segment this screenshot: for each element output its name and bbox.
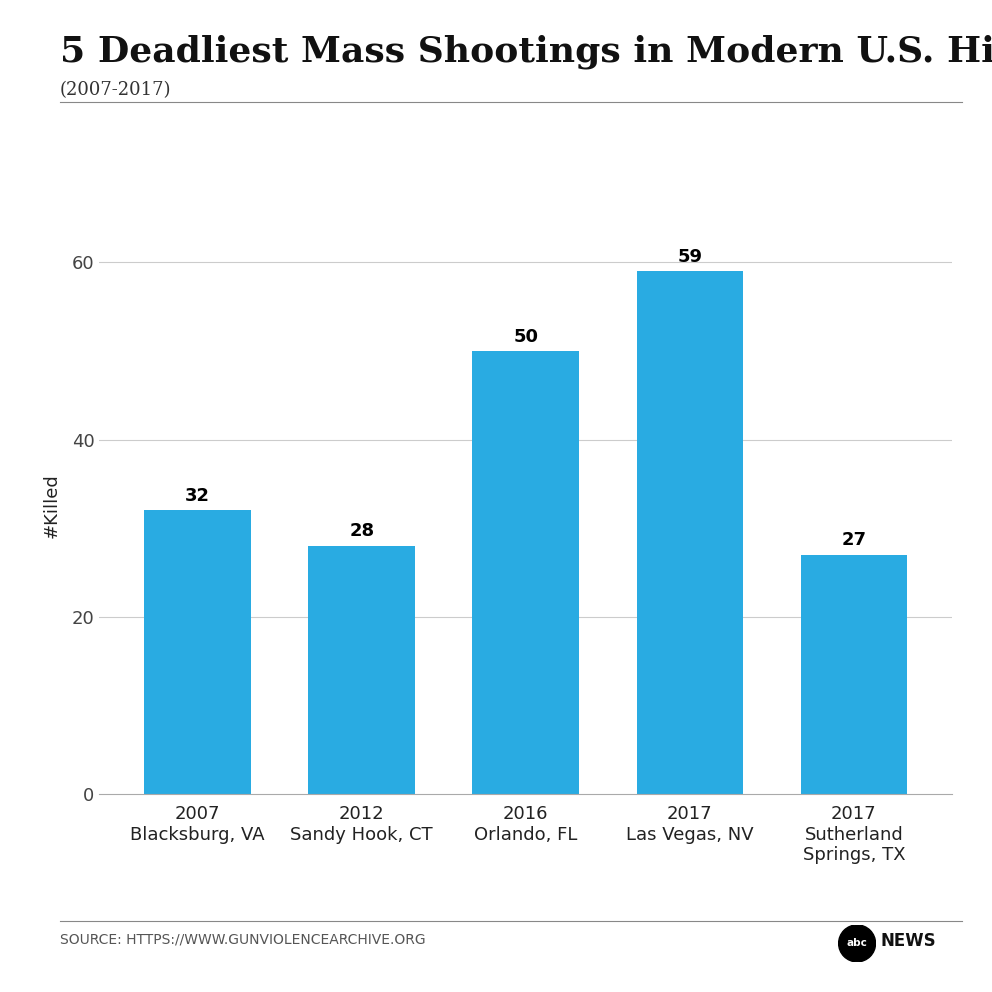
Text: 32: 32 [186,487,210,505]
Bar [309,546,415,794]
Text: abc: abc [846,938,868,948]
Bar [472,351,579,794]
Text: 59: 59 [678,248,702,266]
Text: (2007-2017): (2007-2017) [60,81,171,99]
Bar [637,272,743,794]
Text: 50: 50 [513,327,539,345]
Bar [144,510,251,794]
Bar [801,555,908,794]
Text: 5 Deadliest Mass Shootings in Modern U.S. History: 5 Deadliest Mass Shootings in Modern U.S… [60,35,992,69]
Text: SOURCE: HTTPS://WWW.GUNVIOLENCEARCHIVE.ORG: SOURCE: HTTPS://WWW.GUNVIOLENCEARCHIVE.O… [60,932,426,946]
Text: NEWS: NEWS [881,932,936,950]
Text: 27: 27 [841,532,866,550]
Circle shape [838,925,876,962]
Y-axis label: #Killed: #Killed [43,473,61,539]
Text: 28: 28 [349,523,374,541]
